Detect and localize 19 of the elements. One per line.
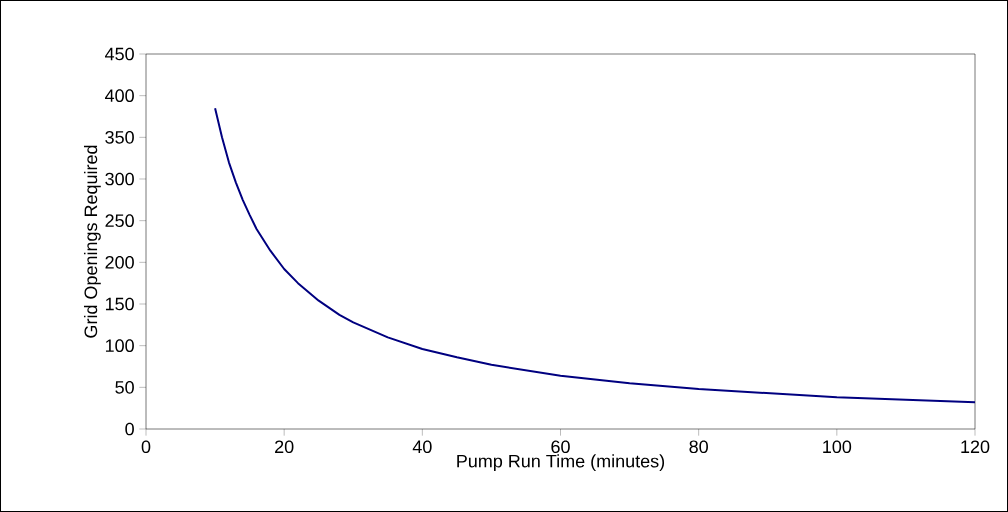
y-tick-label: 300 (105, 172, 134, 186)
y-axis-title: Grid Openings Required (83, 145, 101, 338)
y-tick-label: 350 (105, 130, 134, 144)
y-tick-label: 450 (105, 47, 134, 61)
x-tick-label: 20 (275, 440, 294, 454)
x-tick-label: 40 (412, 440, 432, 454)
x-axis-title: Pump Run Time (minutes) (457, 454, 665, 472)
y-tick-label: 200 (105, 255, 134, 269)
y-tick-label: 0 (125, 422, 134, 436)
y-tick-label: 400 (105, 89, 134, 103)
x-tick-label: 80 (689, 440, 708, 454)
x-tick-label: 60 (551, 440, 570, 454)
x-tick-label: 100 (823, 440, 852, 454)
x-tick-label: 120 (961, 440, 990, 454)
x-tick-label: 0 (141, 440, 151, 454)
y-tick-label: 50 (115, 380, 134, 394)
y-tick-label: 100 (105, 339, 134, 353)
y-tick-label: 150 (105, 297, 134, 311)
y-tick-label: 250 (105, 214, 134, 228)
